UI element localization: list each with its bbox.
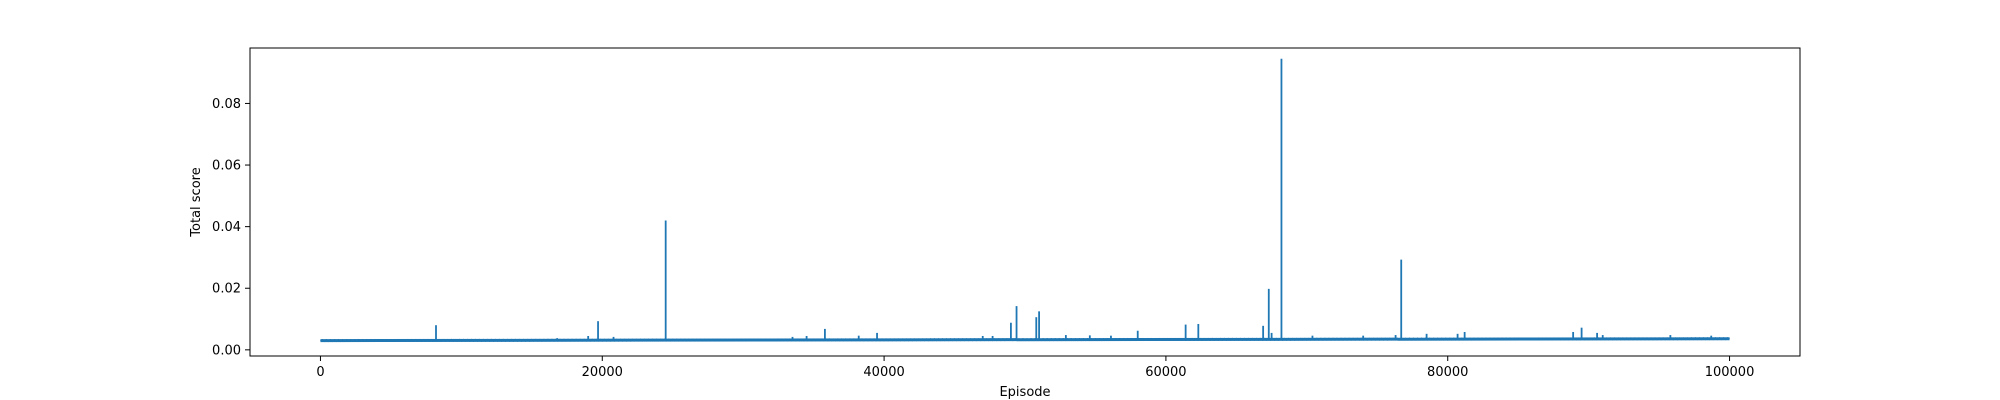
x-tick-label: 100000 xyxy=(1705,365,1755,380)
series-layer xyxy=(320,58,1730,343)
y-tick-label: 0.08 xyxy=(212,97,241,112)
x-axis-ticks: 0 20000 40000 60000 80000 100000 xyxy=(316,356,1754,380)
x-axis-label: Episode xyxy=(999,385,1050,400)
y-tick-label: 0.00 xyxy=(212,343,241,358)
x-tick-label: 40000 xyxy=(863,365,904,380)
x-tick-label: 20000 xyxy=(582,365,623,380)
x-tick-label: 80000 xyxy=(1427,365,1468,380)
plot-area-frame xyxy=(249,47,1801,357)
y-axis-ticks: 0.00 0.02 0.04 0.06 0.08 xyxy=(212,97,250,358)
y-axis-label: Total score xyxy=(189,167,204,237)
y-tick-label: 0.06 xyxy=(212,159,241,174)
y-tick-label: 0.04 xyxy=(212,220,241,235)
y-tick-label: 0.02 xyxy=(212,282,241,297)
series-baseline-band xyxy=(320,337,1730,343)
x-tick-label: 0 xyxy=(316,365,324,380)
x-tick-label: 60000 xyxy=(1145,365,1186,380)
